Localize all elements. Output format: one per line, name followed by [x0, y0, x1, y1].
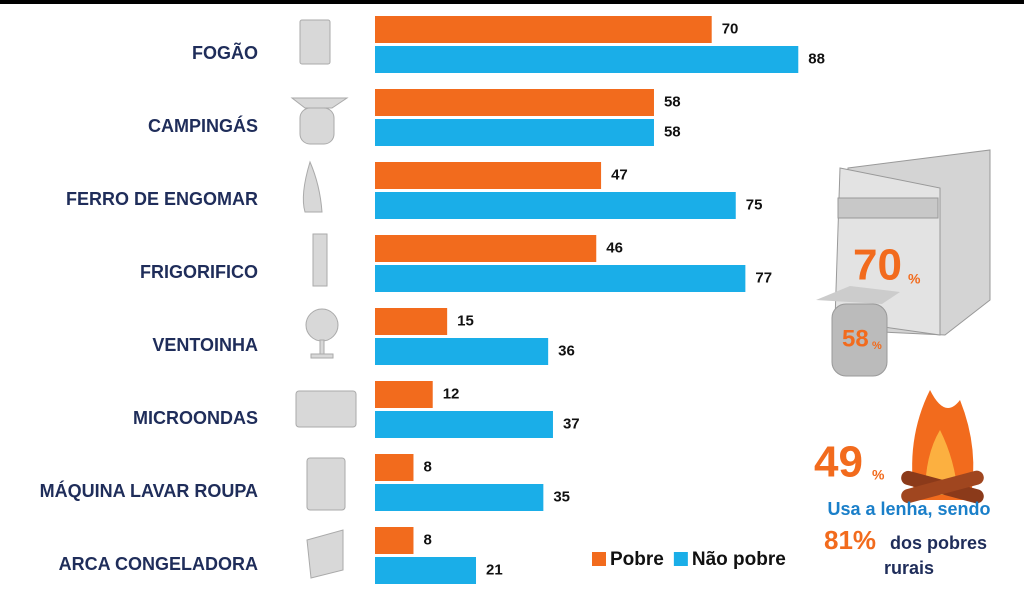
annotation-number: 81%: [824, 525, 876, 555]
bar: [375, 89, 654, 116]
data-label: 77: [755, 269, 772, 286]
category-label: FERRO DE ENGOMAR: [66, 189, 258, 209]
annotation-unit: %: [872, 340, 882, 352]
data-label: 46: [606, 239, 623, 256]
annotation-text: rurais: [884, 558, 934, 578]
bar: [375, 411, 553, 438]
data-label: 58: [664, 123, 681, 140]
annotation-text: Usa a lenha, sendo: [827, 499, 990, 519]
bar: [375, 484, 544, 511]
bar: [375, 235, 597, 262]
bar: [375, 265, 746, 292]
bar: [375, 162, 602, 189]
legend-label: Pobre: [610, 549, 664, 570]
data-label: 70: [722, 20, 739, 37]
bar: [375, 16, 712, 43]
bar: [375, 527, 414, 554]
data-label: 15: [457, 312, 474, 329]
bar: [375, 454, 414, 481]
legend-swatch: [592, 552, 606, 566]
category-label: VENTOINHA: [152, 335, 258, 355]
bar: [375, 338, 549, 365]
bar: [375, 557, 477, 584]
data-label: 36: [558, 342, 575, 359]
data-label: 88: [808, 50, 825, 67]
category-label: MÁQUINA LAVAR ROUPA: [40, 480, 258, 501]
bar: [375, 46, 799, 73]
data-label: 75: [746, 196, 763, 213]
bar: [375, 381, 433, 408]
bar: [375, 308, 448, 335]
stove-illustration: [816, 149, 991, 504]
category-label: FRIGORIFICO: [140, 262, 258, 282]
annotation-unit: %: [908, 271, 921, 287]
data-label: 8: [423, 458, 431, 475]
data-label: 8: [423, 531, 431, 548]
category-label: MICROONDAS: [133, 408, 258, 428]
legend-swatch: [673, 552, 688, 566]
bar: [375, 192, 736, 219]
category-label: FOGÃO: [192, 42, 258, 63]
legend-label: Não pobre: [692, 549, 786, 570]
data-label: 35: [553, 488, 570, 505]
icons: [290, 19, 357, 579]
bar: [375, 119, 654, 146]
top-rule: [0, 0, 1024, 4]
data-label: 12: [443, 385, 460, 402]
data-label: 47: [611, 166, 628, 183]
data-label: 58: [664, 93, 681, 110]
annotation-number: 58: [842, 325, 869, 352]
category-label: CAMPINGÁS: [148, 115, 258, 136]
annotation-text: dos pobres: [890, 533, 987, 553]
data-label: 37: [563, 415, 580, 432]
category-label: ARCA CONGELADORA: [59, 554, 258, 574]
annotation-number: 70: [853, 241, 902, 290]
annotations: 70 % 58 % 49 % Usa a lenha, sendo 81% do…: [814, 241, 991, 578]
annotation-number: 49: [814, 438, 863, 487]
data-label: 21: [486, 561, 503, 578]
annotation-unit: %: [872, 467, 885, 483]
